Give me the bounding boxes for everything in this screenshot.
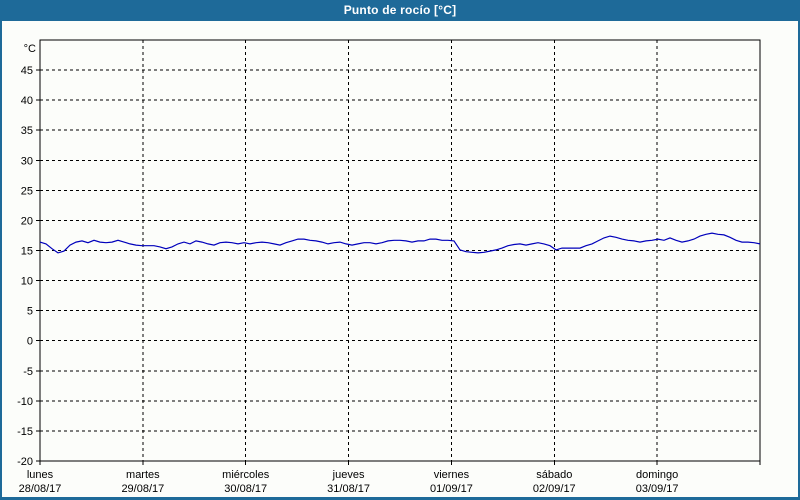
dewpoint-line-chart: 45 40 35 30 25 20 15 10 5 0 -5 -10 -15 -20 °C lunes 28/0…	[17, 39, 761, 495]
x-day-date-label: 31/08/17	[327, 483, 370, 495]
x-day-name-label: sábado	[536, 469, 572, 481]
x-day-name-label: martes	[126, 469, 160, 481]
window-title: Punto de rocío [°C]	[343, 3, 457, 17]
x-day-date-label: 30/08/17	[224, 483, 267, 495]
x-day-date-label: 29/08/17	[121, 483, 164, 495]
x-day-date-label: 03/09/17	[636, 483, 679, 495]
x-day-name-label: jueves	[332, 469, 365, 481]
window-titlebar: Punto de rocío [°C]	[0, 0, 800, 21]
plot-border	[39, 39, 761, 462]
dewpoint-series-line	[39, 232, 761, 254]
y-tick-label: -20	[17, 456, 33, 468]
x-day-name-label: miércoles	[222, 469, 270, 481]
y-tick-label: -15	[17, 426, 33, 438]
x-day-date-label: 01/09/17	[430, 483, 473, 495]
y-tick-label: 15	[21, 246, 33, 258]
x-day-date-label: 28/08/17	[19, 483, 62, 495]
y-tick-label: 40	[21, 95, 33, 107]
y-tick-label: 30	[21, 155, 33, 167]
y-tick-label: 25	[21, 185, 33, 197]
x-day-name-label: domingo	[636, 469, 678, 481]
y-tick-label: 45	[21, 65, 33, 77]
x-day-name-label: viernes	[434, 469, 470, 481]
y-tick-label: 20	[21, 215, 33, 227]
x-day-name-label: lunes	[27, 469, 54, 481]
y-axis-unit-label: °C	[24, 43, 36, 55]
y-tick-label: -10	[17, 396, 33, 408]
y-tick-label: 35	[21, 125, 33, 137]
y-tick-label: 10	[21, 276, 33, 288]
chart-content: 45 40 35 30 25 20 15 10 5 0 -5 -10 -15 -20 °C lunes 28/0…	[2, 21, 798, 497]
x-day-date-label: 02/09/17	[533, 483, 576, 495]
y-tick-label: -5	[23, 366, 33, 378]
y-tick-label: 5	[27, 306, 33, 318]
y-tick-label: 0	[27, 336, 33, 348]
